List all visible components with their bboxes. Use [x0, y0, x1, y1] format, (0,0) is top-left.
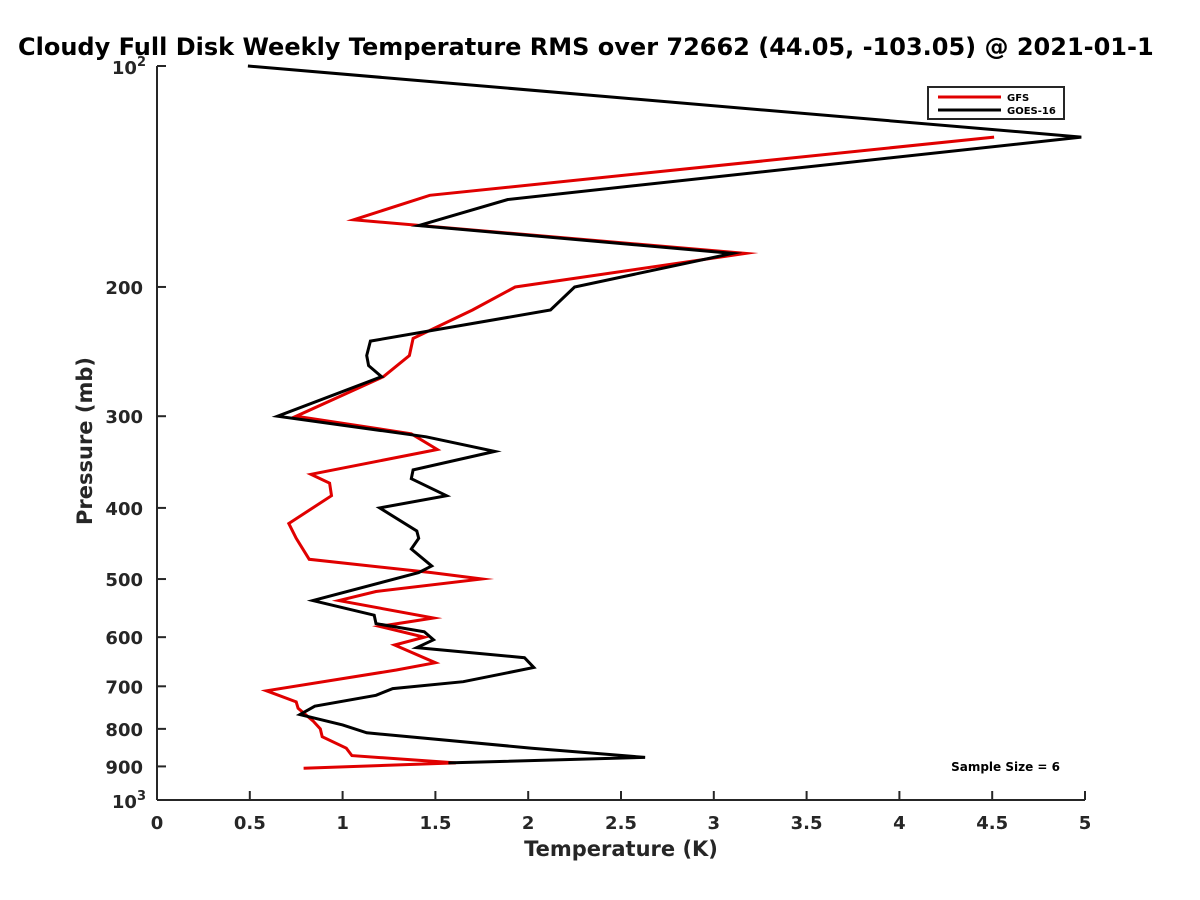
x-tick-label: 1.5 — [419, 813, 451, 834]
y-tick-label: 800 — [105, 720, 143, 741]
x-axis-label: Temperature (K) — [524, 837, 718, 861]
y-tick-label: 102 — [112, 55, 146, 79]
y-tick-label: 103 — [112, 789, 146, 813]
legend-box — [927, 86, 1065, 120]
series-line-gfs — [260, 135, 995, 770]
y-tick-label: 900 — [105, 757, 143, 778]
x-tick-label: 1 — [336, 813, 349, 834]
y-tick-label: 300 — [105, 407, 143, 428]
series-line-goes-16 — [247, 64, 1082, 765]
x-tick-label: 2 — [522, 813, 535, 834]
x-tick-label: 0 — [151, 813, 164, 834]
y-axis-label: Pressure (mb) — [73, 357, 97, 525]
y-tick-label: 700 — [105, 677, 143, 698]
axes-layer: 0 0.5 1 1.5 2 2.5 3 3.5 4 4.5 5 102 200 300 400 500 600 7… — [105, 55, 1091, 834]
x-tick-label: 3 — [708, 813, 721, 834]
legend-label: GFS — [1007, 93, 1029, 104]
y-tick-label: 200 — [105, 278, 143, 299]
x-tick-label: 5 — [1079, 813, 1092, 834]
x-tick-label: 3.5 — [791, 813, 823, 834]
series-layer — [247, 64, 1082, 770]
y-tick-label: 600 — [105, 628, 143, 649]
x-tick-label: 4.5 — [976, 813, 1008, 834]
sample-size-annotation: Sample Size = 6 — [951, 760, 1060, 774]
chart-title: Cloudy Full Disk Weekly Temperature RMS … — [18, 33, 1154, 61]
y-tick-label: 500 — [105, 570, 143, 591]
x-tick-label: 2.5 — [605, 813, 637, 834]
x-tick-label: 0.5 — [234, 813, 266, 834]
legend-label: GOES-16 — [1007, 106, 1056, 117]
x-tick-label: 4 — [893, 813, 906, 834]
y-tick-label: 400 — [105, 499, 143, 520]
legend: GFS GOES-16 — [927, 86, 1065, 120]
